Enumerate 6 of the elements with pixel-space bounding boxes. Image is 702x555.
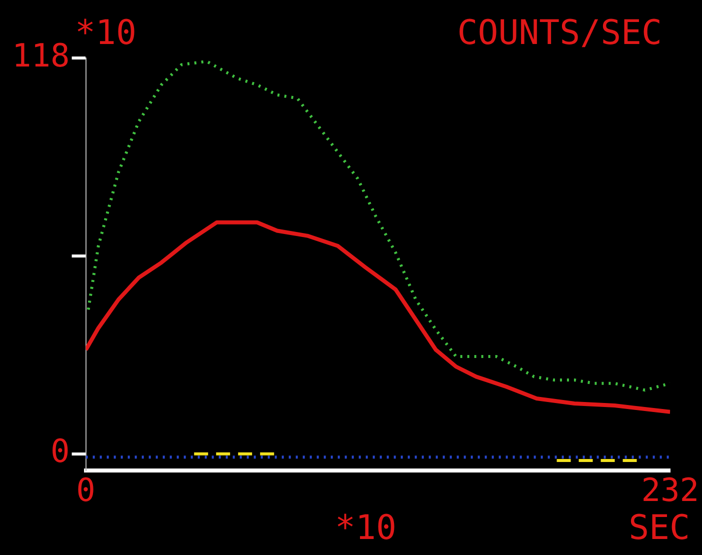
chart-title: COUNTS/SEC bbox=[457, 13, 662, 53]
x-tick-label: 232 bbox=[641, 471, 699, 510]
x-axis-title: *10 bbox=[335, 508, 396, 548]
y-axis-title: *10 bbox=[75, 13, 136, 53]
text: SEC bbox=[628, 508, 690, 548]
y-tick-label: 118 bbox=[12, 36, 70, 74]
